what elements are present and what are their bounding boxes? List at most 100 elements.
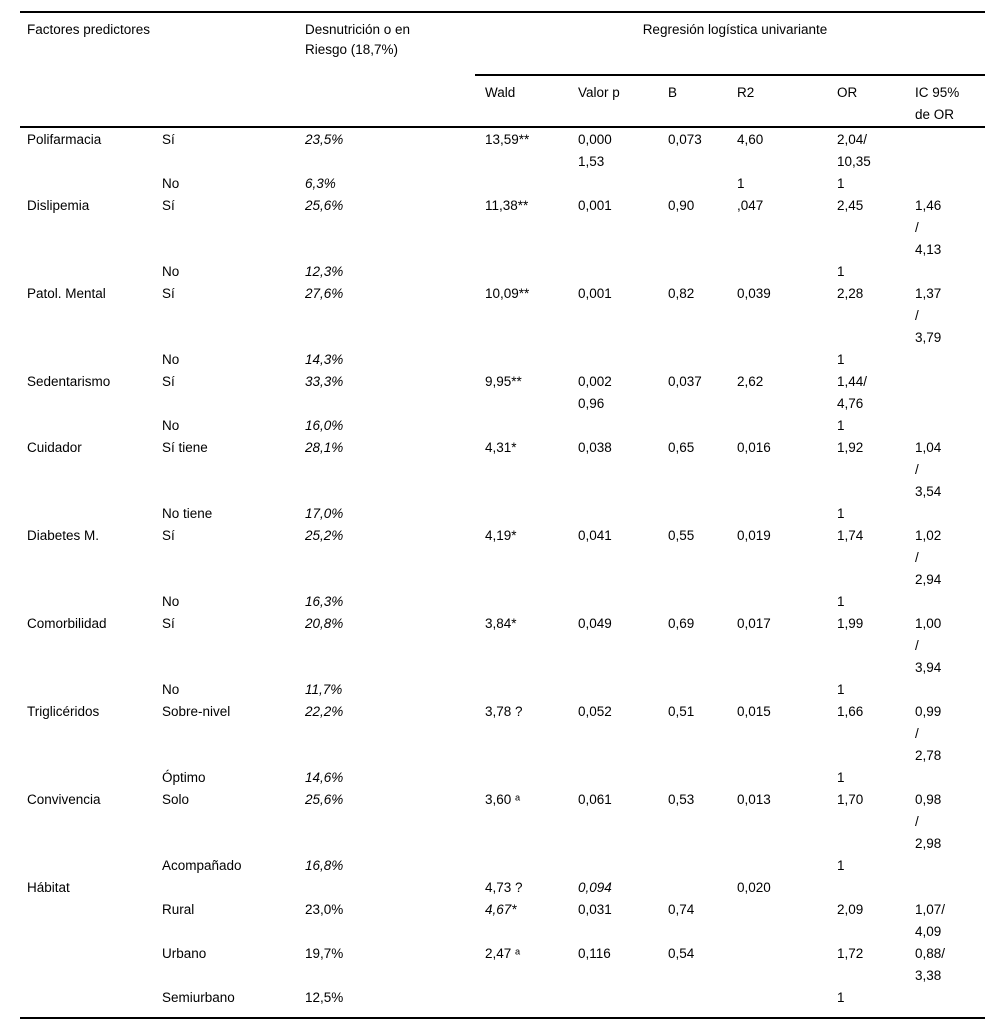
cell-wald — [485, 679, 578, 701]
cell-percentage: 23,0% — [305, 902, 344, 917]
cell-factor — [27, 679, 162, 701]
cell-factor: Patol. Mental — [27, 286, 106, 301]
cell-ic95 — [915, 173, 985, 195]
cell-wald — [485, 349, 578, 371]
cell-ic95 — [915, 349, 985, 371]
cell-r2: 0,013 — [737, 792, 771, 807]
table-bottom-rule — [20, 1017, 985, 1019]
cell-ic95 — [915, 261, 985, 283]
cell-valor-p — [578, 173, 668, 195]
cell-b: 0,53 — [668, 792, 695, 807]
header-wald: Wald — [485, 85, 516, 100]
cell-r2: 4,60 — [737, 132, 764, 147]
cell-valor-p — [578, 349, 668, 371]
cell-or: 1,99 — [837, 616, 864, 631]
cell-or: 1 — [837, 990, 845, 1005]
cell-percentage: 25,6% — [305, 792, 344, 807]
cell-or: 1,44/ 4,76 — [837, 374, 868, 411]
table-body: Polifarmacia Sí 23,5% 13,59** 0,000 1,53 0,07… — [20, 128, 985, 1009]
table-row: Sedentarismo Sí 33,3% 9,95** 0,002 0,96 0,037… — [20, 371, 985, 415]
cell-b — [668, 415, 737, 437]
table-row: Hábitat 4,73 ? 0,094 0,020 — [20, 877, 985, 899]
cell-percentage: 19,7% — [305, 946, 344, 961]
cell-factor — [27, 899, 162, 943]
cell-factor: Polifarmacia — [27, 132, 102, 147]
cell-valor-p — [578, 415, 668, 437]
cell-r2 — [737, 767, 837, 789]
cell-wald: 4,73 ? — [485, 880, 523, 895]
cell-category: No tiene — [162, 506, 213, 521]
cell-wald: 13,59** — [485, 132, 530, 147]
cell-ic95 — [915, 371, 985, 415]
cell-ic95: 1,00 / 3,94 — [915, 616, 942, 675]
cell-percentage: 20,8% — [305, 616, 344, 631]
cell-percentage: 25,2% — [305, 528, 344, 543]
cell-category: No — [162, 264, 180, 279]
cell-b: 0,90 — [668, 198, 695, 213]
cell-wald: 4,31* — [485, 440, 517, 455]
cell-wald: 2,47 ᵃ — [485, 946, 521, 961]
cell-b — [668, 261, 737, 283]
cell-ic95: 1,46 / 4,13 — [915, 198, 942, 257]
table-row: Dislipemia Sí 25,6% 11,38** 0,001 0,90 ,047 2,4… — [20, 195, 985, 261]
cell-factor — [27, 987, 162, 1009]
cell-ic95 — [915, 987, 985, 1009]
table-row: Comorbilidad Sí 20,8% 3,84* 0,049 0,69 0,017 1,… — [20, 613, 985, 679]
cell-b — [668, 679, 737, 701]
cell-factor — [27, 855, 162, 877]
cell-r2: 1 — [737, 176, 745, 191]
cell-factor: Comorbilidad — [27, 616, 107, 631]
cell-b — [668, 987, 737, 1009]
cell-r2 — [737, 503, 837, 525]
cell-factor — [27, 503, 162, 525]
cell-ic95 — [915, 877, 985, 899]
header-r2: R2 — [737, 85, 755, 100]
cell-factor: Convivencia — [27, 792, 101, 807]
cell-valor-p — [578, 261, 668, 283]
cell-b: 0,073 — [668, 132, 702, 147]
cell-or: 2,45 — [837, 198, 864, 213]
cell-b: 0,51 — [668, 704, 695, 719]
cell-r2: 2,62 — [737, 374, 764, 389]
cell-r2: 0,039 — [737, 286, 771, 301]
cell-or: 1,70 — [837, 792, 864, 807]
cell-ic95 — [915, 503, 985, 525]
cell-ic95: 0,88/ 3,38 — [915, 946, 946, 983]
header-desnutricion-riesgo: Desnutrición o en Riesgo (18,7%) — [305, 22, 411, 57]
cell-b: 0,55 — [668, 528, 695, 543]
cell-r2 — [737, 349, 837, 371]
cell-wald — [485, 767, 578, 789]
cell-or: 2,04/ 10,35 — [837, 132, 871, 169]
cell-percentage: 17,0% — [305, 506, 344, 521]
cell-category: No — [162, 682, 180, 697]
cell-valor-p: 0,001 — [578, 198, 612, 213]
cell-r2 — [737, 943, 837, 987]
cell-category: Óptimo — [162, 770, 206, 785]
cell-percentage: 6,3% — [305, 176, 336, 191]
cell-valor-p: 0,049 — [578, 616, 612, 631]
cell-r2 — [737, 415, 837, 437]
cell-ic95: 1,04 / 3,54 — [915, 440, 942, 499]
table-row: Urbano 19,7% 2,47 ᵃ 0,116 0,54 1,72 0,88/ 3,38 — [20, 943, 985, 987]
cell-valor-p — [578, 855, 668, 877]
table-header-rule — [20, 126, 985, 128]
cell-valor-p: 0,116 — [578, 946, 611, 961]
cell-ic95 — [915, 129, 985, 173]
cell-ic95 — [915, 591, 985, 613]
cell-b: 0,65 — [668, 440, 695, 455]
table-row: Semiurbano 12,5% 1 — [20, 987, 985, 1009]
cell-or: 1,74 — [837, 528, 864, 543]
cell-percentage: 14,3% — [305, 352, 344, 367]
cell-or: 1 — [837, 770, 845, 785]
cell-r2: 0,017 — [737, 616, 771, 631]
cell-wald: 11,38** — [485, 198, 529, 213]
cell-valor-p: 0,041 — [578, 528, 612, 543]
cell-category: Solo — [162, 792, 190, 807]
cell-b — [668, 503, 737, 525]
cell-r2 — [737, 987, 837, 1009]
cell-or: 1 — [837, 682, 845, 697]
cell-percentage: 27,6% — [305, 286, 344, 301]
table-header-row-2: Wald Valor p B R2 OR IC 95% de OR — [20, 76, 985, 126]
cell-wald — [485, 173, 578, 195]
